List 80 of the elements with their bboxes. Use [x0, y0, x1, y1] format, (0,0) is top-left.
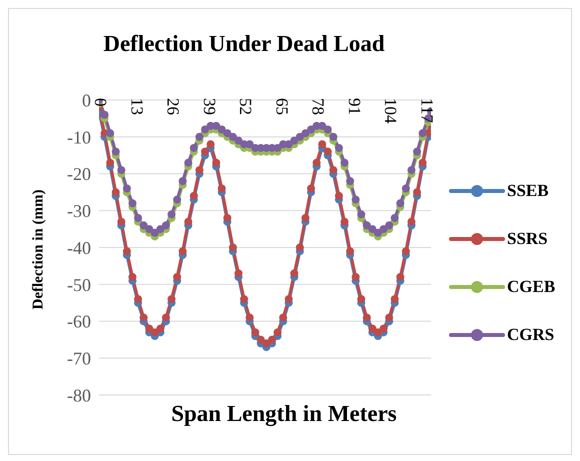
point: [301, 214, 310, 222]
point: [106, 158, 114, 167]
point: [234, 269, 242, 278]
x-tick-label: 117: [418, 98, 437, 124]
point: [251, 328, 260, 336]
y-axis-title: Deflection in (mm): [30, 189, 48, 309]
point: [156, 324, 164, 333]
legend-label: SSEB: [507, 181, 549, 201]
point: [178, 247, 187, 256]
x-tick-label: 0: [91, 98, 110, 106]
point: [318, 140, 326, 148]
point: [168, 295, 176, 304]
point: [385, 314, 394, 322]
y-tick-label: -20: [67, 164, 91, 184]
point: [307, 184, 316, 192]
point: [112, 188, 120, 196]
point: [218, 184, 226, 192]
point: [340, 218, 349, 226]
x-tick-label: 52: [236, 98, 256, 115]
point: [228, 244, 237, 252]
point: [357, 295, 366, 304]
point: [190, 192, 198, 200]
legend-label: CGRS: [507, 325, 554, 345]
point: [374, 328, 382, 336]
point: [201, 148, 210, 156]
point: [240, 295, 248, 304]
point: [162, 314, 170, 322]
point: [324, 148, 332, 156]
point: [284, 295, 293, 304]
point: [380, 324, 388, 333]
point: [140, 314, 148, 322]
point: [346, 247, 354, 256]
y-tick-label: -10: [67, 127, 91, 148]
point: [134, 295, 142, 304]
legend-label: SSRS: [507, 229, 548, 249]
point: [396, 273, 404, 281]
point: [122, 247, 131, 256]
x-axis-title: Span Length in Meters: [170, 401, 398, 427]
point: [402, 247, 410, 256]
point: [268, 336, 276, 344]
point: [274, 328, 282, 336]
point: [195, 166, 204, 174]
x-tick-label: 13: [127, 98, 146, 115]
x-tick-label: 104: [381, 98, 400, 124]
legend-label: CGEB: [507, 277, 556, 297]
y-tick-label: -50: [67, 274, 91, 295]
x-tick-label: 91: [344, 98, 364, 115]
point: [173, 273, 182, 281]
point: [279, 314, 288, 322]
point: [212, 158, 220, 167]
y-tick-label: -70: [67, 348, 91, 369]
chart-title: Deflection Under Dead Load: [102, 31, 386, 57]
point: [206, 140, 215, 148]
point: [290, 269, 298, 278]
y-tick-label: -60: [67, 312, 91, 332]
point: [362, 314, 371, 322]
y-tick-label: -40: [67, 238, 91, 258]
y-tick-label: -80: [67, 385, 91, 406]
x-tick-label: 65: [272, 98, 292, 115]
point: [312, 158, 321, 167]
point: [334, 192, 343, 200]
point: [184, 218, 192, 226]
point: [128, 273, 136, 281]
point: [390, 295, 399, 304]
point: [117, 218, 126, 226]
point: [246, 314, 254, 322]
point: [329, 166, 338, 174]
x-tick-label: 78: [308, 98, 328, 115]
point: [145, 324, 154, 333]
point: [418, 158, 427, 167]
x-tick-label: 26: [164, 98, 183, 115]
point: [413, 188, 422, 196]
point: [352, 273, 360, 281]
point: [223, 214, 232, 222]
point: [407, 218, 416, 226]
point: [368, 324, 376, 333]
point: [296, 244, 304, 252]
y-tick-label: -30: [67, 201, 91, 222]
point: [262, 339, 270, 348]
x-tick-label: 39: [200, 98, 219, 115]
